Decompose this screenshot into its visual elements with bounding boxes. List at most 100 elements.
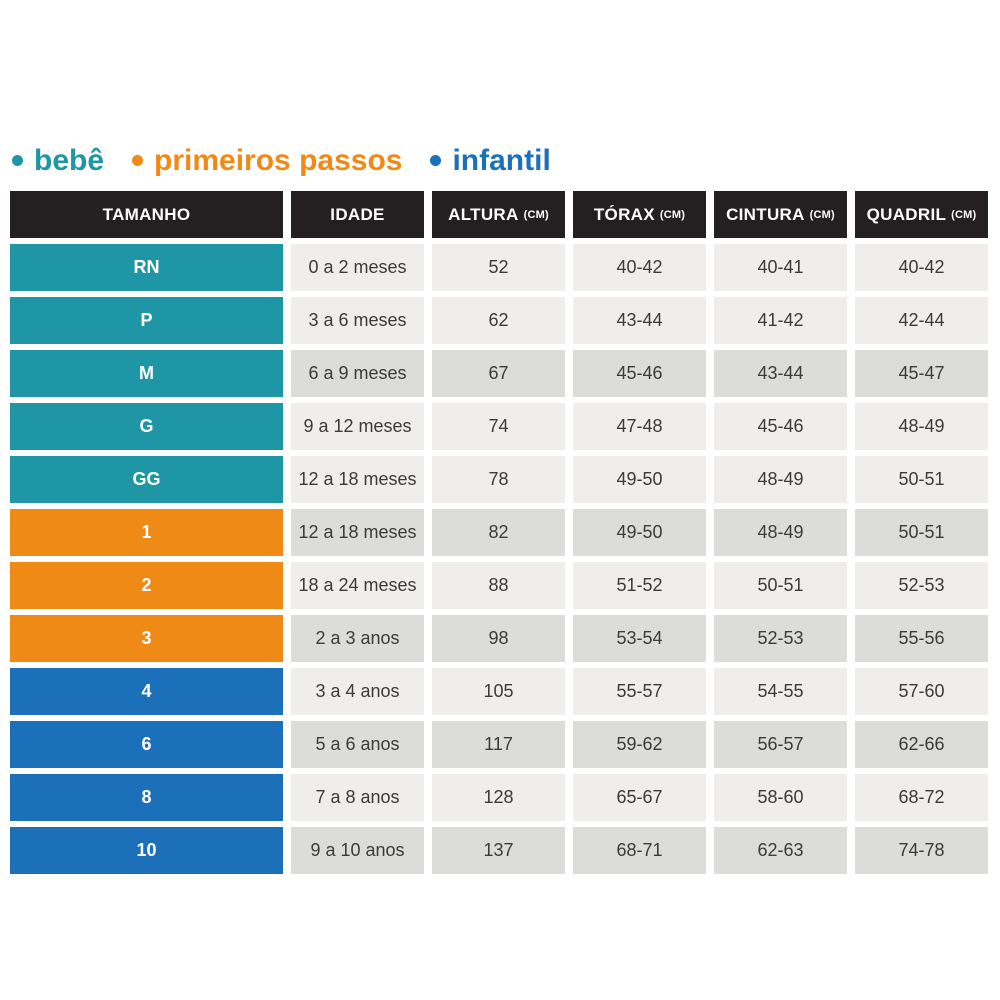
legend-bullet-icon xyxy=(132,155,144,166)
column-header-unit: (CM) xyxy=(951,208,977,221)
cell-altura: 88 xyxy=(432,562,565,609)
cell-altura: 52 xyxy=(432,244,565,291)
column-header-label: ALTURA xyxy=(448,204,519,224)
cell-altura: 78 xyxy=(432,456,565,503)
size-cell: RN xyxy=(10,244,283,291)
column-header-idade: IDADE xyxy=(291,191,424,238)
cell-altura: 62 xyxy=(432,297,565,344)
legend-label: primeiros passos xyxy=(154,144,403,177)
cell-cintura: 62-63 xyxy=(714,827,847,874)
column-header-tamanho: TAMANHO xyxy=(10,191,283,238)
cell-torax: 47-48 xyxy=(573,403,706,450)
cell-idade: 7 a 8 anos xyxy=(291,774,424,821)
cell-cintura: 43-44 xyxy=(714,350,847,397)
cell-torax: 43-44 xyxy=(573,297,706,344)
cell-cintura: 41-42 xyxy=(714,297,847,344)
cell-quadril: 40-42 xyxy=(855,244,988,291)
cell-quadril: 74-78 xyxy=(855,827,988,874)
cell-cintura: 54-55 xyxy=(714,668,847,715)
cell-idade: 9 a 10 anos xyxy=(291,827,424,874)
cell-torax: 65-67 xyxy=(573,774,706,821)
column-header-label: TÓRAX xyxy=(593,204,655,224)
cell-altura: 82 xyxy=(432,509,565,556)
legend-bullet-icon xyxy=(430,155,442,166)
cell-torax: 51-52 xyxy=(573,562,706,609)
size-cell: G xyxy=(10,403,283,450)
cell-cintura: 58-60 xyxy=(714,774,847,821)
column-header-cintura: CINTURA (CM) xyxy=(714,191,847,238)
cell-idade: 3 a 6 meses xyxy=(291,297,424,344)
cell-idade: 0 a 2 meses xyxy=(291,244,424,291)
cell-altura: 117 xyxy=(432,721,565,768)
column-header-label: TAMANHO xyxy=(102,204,191,224)
column-header-unit: (CM) xyxy=(659,208,686,221)
column-header-unit: (CM) xyxy=(809,208,835,221)
legend-item-bebe: bebê xyxy=(12,144,104,177)
cell-quadril: 42-44 xyxy=(855,297,988,344)
size-cell: M xyxy=(10,350,283,397)
cell-idade: 5 a 6 anos xyxy=(291,721,424,768)
size-cell: 4 xyxy=(10,668,283,715)
cell-cintura: 45-46 xyxy=(714,403,847,450)
column-header-unit: (CM) xyxy=(523,208,549,221)
cell-quadril: 55-56 xyxy=(855,615,988,662)
cell-idade: 12 a 18 meses xyxy=(291,509,424,556)
cell-torax: 49-50 xyxy=(573,456,706,503)
cell-idade: 9 a 12 meses xyxy=(291,403,424,450)
cell-idade: 18 a 24 meses xyxy=(291,562,424,609)
cell-idade: 12 a 18 meses xyxy=(291,456,424,503)
cell-cintura: 40-41 xyxy=(714,244,847,291)
cell-cintura: 48-49 xyxy=(714,509,847,556)
legend-item-primeiros_passos: primeiros passos xyxy=(132,144,402,177)
cell-cintura: 56-57 xyxy=(714,721,847,768)
size-cell: 10 xyxy=(10,827,283,874)
legend-label: infantil xyxy=(452,144,551,177)
cell-quadril: 45-47 xyxy=(855,350,988,397)
legend-bullet-icon xyxy=(12,155,23,166)
cell-quadril: 57-60 xyxy=(855,668,988,715)
size-chart-page: bebê primeiros passos infantil TAMANHO IDAD… xyxy=(10,144,990,874)
column-header-altura: ALTURA (CM) xyxy=(432,191,565,238)
cell-altura: 128 xyxy=(432,774,565,821)
cell-torax: 49-50 xyxy=(573,509,706,556)
cell-cintura: 50-51 xyxy=(714,562,847,609)
cell-idade: 3 a 4 anos xyxy=(291,668,424,715)
cell-idade: 6 a 9 meses xyxy=(291,350,424,397)
cell-altura: 67 xyxy=(432,350,565,397)
size-cell: GG xyxy=(10,456,283,503)
cell-torax: 45-46 xyxy=(573,350,706,397)
cell-cintura: 52-53 xyxy=(714,615,847,662)
cell-torax: 68-71 xyxy=(573,827,706,874)
cell-quadril: 52-53 xyxy=(855,562,988,609)
cell-altura: 105 xyxy=(432,668,565,715)
cell-quadril: 68-72 xyxy=(855,774,988,821)
cell-quadril: 50-51 xyxy=(855,509,988,556)
legend-item-infantil: infantil xyxy=(430,144,551,177)
column-header-label: CINTURA xyxy=(726,204,805,224)
cell-quadril: 62-66 xyxy=(855,721,988,768)
size-cell: 1 xyxy=(10,509,283,556)
size-cell: 6 xyxy=(10,721,283,768)
cell-quadril: 48-49 xyxy=(855,403,988,450)
cell-altura: 74 xyxy=(432,403,565,450)
cell-torax: 59-62 xyxy=(573,721,706,768)
size-cell: 2 xyxy=(10,562,283,609)
cell-altura: 98 xyxy=(432,615,565,662)
cell-idade: 2 a 3 anos xyxy=(291,615,424,662)
column-header-torax: TÓRAX (CM) xyxy=(573,191,706,238)
size-cell: 3 xyxy=(10,615,283,662)
column-header-quadril: QUADRIL (CM) xyxy=(855,191,988,238)
cell-torax: 40-42 xyxy=(573,244,706,291)
legend: bebê primeiros passos infantil xyxy=(12,144,990,177)
legend-label: bebê xyxy=(34,144,105,177)
size-table: TAMANHO IDADE ALTURA (CM) TÓRAX (CM) CINTURA (C… xyxy=(10,191,988,874)
size-cell: P xyxy=(10,297,283,344)
cell-altura: 137 xyxy=(432,827,565,874)
column-header-label: QUADRIL xyxy=(866,204,947,224)
cell-quadril: 50-51 xyxy=(855,456,988,503)
cell-torax: 53-54 xyxy=(573,615,706,662)
cell-torax: 55-57 xyxy=(573,668,706,715)
cell-cintura: 48-49 xyxy=(714,456,847,503)
size-cell: 8 xyxy=(10,774,283,821)
column-header-label: IDADE xyxy=(330,204,385,224)
